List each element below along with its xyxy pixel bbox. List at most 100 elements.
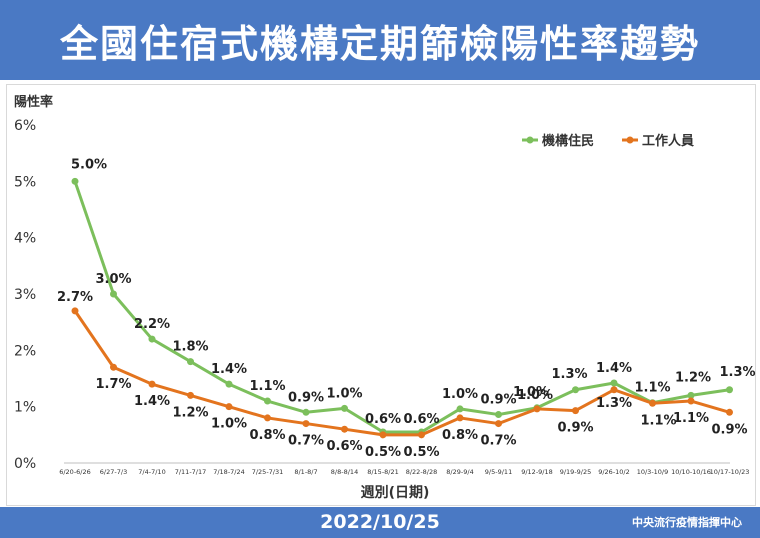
data-label: 1.1% [634, 381, 670, 396]
x-tick-label: 8/8-8/14 [331, 468, 358, 476]
data-label: 0.9% [288, 390, 324, 405]
data-point [264, 414, 271, 422]
data-label: 5.0% [71, 157, 107, 172]
data-label: 0.7% [288, 434, 324, 449]
x-tick-label: 8/1-8/7 [294, 468, 317, 476]
data-point [187, 391, 194, 399]
data-point [649, 399, 656, 407]
y-tick-label: 2% [14, 343, 36, 359]
y-tick-label: 4% [14, 231, 36, 247]
data-label: 1.4% [596, 361, 632, 376]
data-point [687, 391, 695, 399]
data-label: 1.2% [675, 370, 711, 385]
data-label: 1.3% [596, 396, 632, 411]
data-label: 1.0% [517, 388, 553, 403]
data-point [533, 405, 541, 413]
data-point [495, 411, 502, 419]
footer-bar: 2022/10/25 中央流行疫情指揮中心 [0, 507, 760, 538]
legend-label: 工作人員 [642, 133, 694, 149]
data-point [148, 380, 156, 388]
data-point [610, 386, 618, 394]
data-label: 2.7% [57, 290, 93, 305]
data-label: 0.6% [326, 439, 362, 454]
data-label: 0.6% [365, 412, 401, 427]
data-point [148, 335, 156, 343]
data-label: 1.0% [326, 386, 362, 401]
data-label: 0.5% [365, 445, 401, 460]
x-tick-label: 7/18-7/24 [213, 468, 245, 476]
x-tick-label: 6/27-7/3 [100, 468, 127, 476]
data-label: 0.9% [711, 422, 747, 437]
x-tick-label: 9/19-9/25 [560, 468, 592, 476]
data-point [456, 405, 464, 413]
data-point [726, 408, 733, 416]
data-label: 1.4% [134, 394, 170, 409]
x-tick-label: 10/17-10/23 [710, 468, 750, 476]
data-point [341, 425, 348, 433]
page-title: 全國住宿式機構定期篩檢陽性率趨勢 [0, 0, 760, 80]
x-tick-label: 7/11-7/17 [175, 468, 207, 476]
data-label: 2.2% [134, 317, 170, 332]
series-line [73, 310, 730, 437]
y-tick-label: 6% [14, 118, 36, 134]
y-tick-label: 0% [14, 456, 36, 472]
data-label: 1.1% [640, 413, 676, 428]
x-tick-label: 9/12-9/18 [521, 468, 553, 476]
data-point [379, 431, 387, 439]
data-point [572, 407, 579, 415]
data-point [418, 431, 425, 439]
data-point [71, 307, 79, 315]
y-tick-label: 5% [14, 174, 36, 190]
data-point [71, 177, 79, 185]
data-label: 1.1% [673, 411, 709, 426]
data-label: 0.6% [403, 412, 439, 427]
x-tick-label: 9/26-10/2 [598, 468, 630, 476]
x-tick-label: 8/22-8/28 [406, 468, 438, 476]
x-tick-label: 7/25-7/31 [252, 468, 284, 476]
data-point [110, 290, 117, 298]
y-tick-label: 1% [14, 400, 36, 416]
data-point [225, 380, 233, 388]
x-tick-label: 6/20-6/26 [59, 468, 91, 476]
data-point [264, 397, 271, 405]
data-point [225, 403, 233, 411]
data-label: 0.9% [480, 393, 516, 408]
data-label: 1.0% [442, 387, 478, 402]
data-label: 1.2% [172, 405, 208, 420]
x-tick-label: 10/3-10/9 [637, 468, 669, 476]
data-label: 1.4% [211, 362, 247, 377]
report-date: 2022/10/25 [320, 511, 440, 533]
data-label: 1.7% [95, 377, 131, 392]
data-label: 3.0% [95, 272, 131, 287]
data-point [572, 386, 579, 394]
data-point [302, 420, 310, 428]
data-label: 1.3% [719, 365, 755, 380]
data-point [341, 404, 348, 412]
data-label: 0.8% [249, 428, 285, 443]
x-tick-label: 7/4-7/10 [138, 468, 165, 476]
data-point [456, 414, 464, 422]
data-label: 0.9% [557, 421, 593, 436]
data-label: 1.8% [172, 340, 208, 355]
data-label: 1.0% [211, 417, 247, 432]
source-credit: 中央流行疫情指揮中心 [632, 516, 742, 529]
y-axis-title: 陽性率 [14, 94, 53, 110]
x-tick-label: 10/10-10/16 [671, 468, 711, 476]
data-point [187, 358, 194, 366]
series-line [73, 180, 730, 434]
data-point [726, 386, 733, 394]
data-point [495, 420, 502, 428]
data-label: 0.8% [442, 428, 478, 443]
data-point [687, 397, 695, 405]
data-point [302, 408, 310, 416]
legend-label: 機構住民 [542, 133, 594, 149]
data-label: 1.1% [249, 379, 285, 394]
x-tick-label: 8/29-9/4 [446, 468, 473, 476]
data-label: 0.5% [403, 445, 439, 460]
y-tick-label: 3% [14, 287, 36, 303]
x-axis-title: 週別(日期) [361, 485, 430, 501]
data-point [110, 363, 117, 371]
data-label: 1.3% [551, 367, 587, 382]
